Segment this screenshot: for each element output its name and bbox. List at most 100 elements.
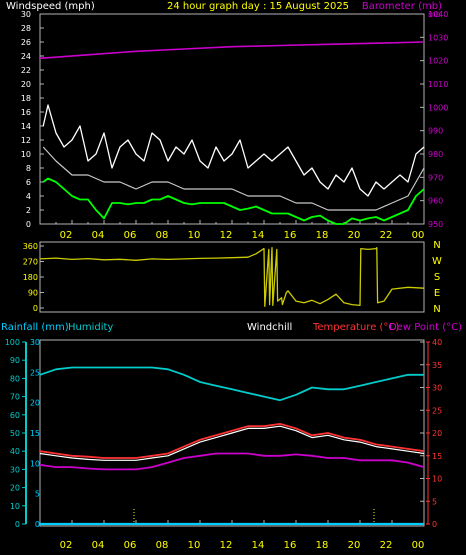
wind-y-tick-label: 20 xyxy=(21,80,31,89)
humidity-y-tick-label: 10 xyxy=(10,502,20,511)
humidity-y-tick-label: 50 xyxy=(10,429,20,438)
humidity-y-tick-label: 30 xyxy=(10,465,20,474)
temp-y-tick-label: 40 xyxy=(432,338,442,347)
wind-x-tick-label: 08 xyxy=(156,230,169,241)
temp-y-tick-label: 35 xyxy=(432,361,442,370)
humidity-y-tick-label: 60 xyxy=(10,411,20,420)
baro-unit-label: mb xyxy=(428,10,441,19)
wind-x-tick-label: 02 xyxy=(60,230,73,241)
wind-y-tick-label: 30 xyxy=(21,10,31,19)
compass-label: E xyxy=(434,288,440,299)
wind-y-tick-label: 18 xyxy=(21,94,31,103)
humidity-y-tick-label: 100 xyxy=(5,338,20,347)
barometer-line xyxy=(39,41,425,60)
humidity-y-tick-label: 70 xyxy=(10,393,20,402)
wind-y-tick-label: 6 xyxy=(26,178,31,187)
wind-low-line xyxy=(42,177,425,225)
windchill-title: Windchill xyxy=(247,322,292,333)
wind-x-tick-label: 22 xyxy=(380,230,393,241)
wind-y-tick-label: 2 xyxy=(26,206,31,215)
baro-y-tick-label: 980 xyxy=(428,150,443,159)
dir-y-tick-label: 0 xyxy=(33,304,38,313)
temperature-title: Temperature (°C) xyxy=(312,322,399,333)
temp-x-tick-label: 14 xyxy=(252,540,265,551)
humidity-y-tick-label: 90 xyxy=(10,356,20,365)
dewpoint-line xyxy=(39,452,425,471)
baro-y-tick-label: 990 xyxy=(428,127,443,136)
wind-y-tick-label: 0 xyxy=(26,220,31,229)
wind-y-tick-label: 4 xyxy=(26,192,31,201)
wind-x-tick-label: 00 xyxy=(412,230,425,241)
baro-y-tick-label: 1010 xyxy=(428,80,448,89)
wind-x-tick-label: 06 xyxy=(124,230,137,241)
temp-y-tick-label: 30 xyxy=(432,384,442,393)
baro-y-tick-label: 1030 xyxy=(428,33,448,42)
wind-x-tick-label: 20 xyxy=(348,230,361,241)
dewpoint-title: Dew Point (°C) xyxy=(389,322,462,333)
humidity-y-tick-label: 80 xyxy=(10,374,20,383)
temp-y-tick-label: 5 xyxy=(432,497,437,506)
wind-y-tick-label: 22 xyxy=(21,66,31,75)
wind-x-tick-label: 18 xyxy=(316,230,329,241)
wind-y-tick-label: 16 xyxy=(21,108,31,117)
rain-y-tick-label: 20 xyxy=(30,399,40,408)
compass-label: N xyxy=(433,304,440,315)
dir-y-tick-label: 270 xyxy=(23,258,38,267)
baro-y-tick-label: 970 xyxy=(428,173,443,182)
wind-title: Windspeed (mph) xyxy=(6,1,95,12)
wind-gust-line xyxy=(42,104,425,197)
chart-layer: 0246810121416182022242628309509609709809… xyxy=(5,10,449,551)
dir-y-tick-label: 90 xyxy=(28,289,38,298)
rain-y-tick-label: 15 xyxy=(30,429,40,438)
compass-label: W xyxy=(432,256,442,267)
temp-x-tick-label: 10 xyxy=(188,540,201,551)
wind-y-tick-label: 8 xyxy=(26,164,31,173)
wind-x-tick-label: 16 xyxy=(284,230,297,241)
temp-x-tick-label: 20 xyxy=(348,540,361,551)
baro-y-tick-label: 1020 xyxy=(428,57,448,66)
wind-y-tick-label: 24 xyxy=(21,52,31,61)
compass-label: S xyxy=(434,272,440,283)
temp-x-tick-label: 08 xyxy=(156,540,169,551)
wind-x-tick-label: 14 xyxy=(252,230,265,241)
barometer-title: Barometer (mb) xyxy=(362,1,442,12)
baro-y-tick-label: 950 xyxy=(428,220,443,229)
wind-y-tick-label: 28 xyxy=(21,24,31,33)
baro-y-tick-label: 1040 xyxy=(428,10,448,19)
dir-y-tick-label: 180 xyxy=(23,273,38,282)
temp-y-tick-label: 15 xyxy=(432,452,442,461)
baro-y-tick-label: 1000 xyxy=(428,103,448,112)
direction-panel-frame xyxy=(39,241,425,313)
temp-y-tick-label: 25 xyxy=(432,406,442,415)
temp-y-tick-label: 0 xyxy=(432,520,437,529)
temp-x-tick-label: 22 xyxy=(380,540,393,551)
temperature-line xyxy=(39,422,425,459)
wind-x-tick-label: 12 xyxy=(220,230,233,241)
temp-x-tick-label: 04 xyxy=(92,540,105,551)
temp-y-tick-label: 20 xyxy=(432,429,442,438)
windchill-line xyxy=(39,425,425,461)
wind-x-tick-label: 10 xyxy=(188,230,201,241)
temp-x-tick-label: 02 xyxy=(60,540,73,551)
temp-x-tick-label: 12 xyxy=(220,540,233,551)
wind-direction-line xyxy=(39,247,425,307)
rain-y-tick-label: 30 xyxy=(30,338,40,347)
wind-y-tick-label: 26 xyxy=(21,38,31,47)
humidity-line xyxy=(39,366,424,402)
compass-label: N xyxy=(433,240,440,251)
graph-day-title: 24 hour graph day : 15 August 2025 xyxy=(167,1,349,12)
rain-y-tick-label: 10 xyxy=(30,459,40,468)
temp-x-tick-label: 06 xyxy=(124,540,137,551)
humidity-y-tick-label: 20 xyxy=(10,484,20,493)
wind-y-tick-label: 14 xyxy=(21,122,31,131)
temp-y-tick-label: 10 xyxy=(432,475,442,484)
dir-y-tick-label: 360 xyxy=(23,242,38,251)
wind-average-line xyxy=(42,146,425,211)
rain-y-tick-label: 0 xyxy=(35,520,40,529)
rain-y-tick-label: 5 xyxy=(35,490,40,499)
temp-x-tick-label: 00 xyxy=(412,540,425,551)
wind-y-tick-label: 10 xyxy=(21,150,31,159)
